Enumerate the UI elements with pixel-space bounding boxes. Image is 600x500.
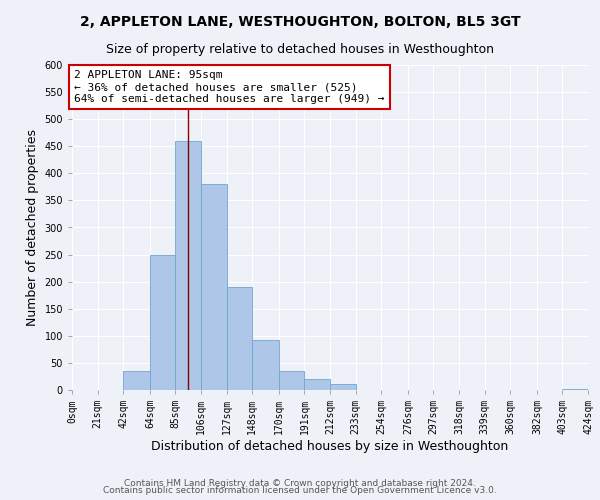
Text: Size of property relative to detached houses in Westhoughton: Size of property relative to detached ho… bbox=[106, 42, 494, 56]
Bar bbox=[330, 384, 356, 390]
Text: Contains HM Land Registry data © Crown copyright and database right 2024.: Contains HM Land Registry data © Crown c… bbox=[124, 478, 476, 488]
Bar bbox=[150, 254, 175, 390]
Bar bbox=[279, 371, 304, 390]
Bar bbox=[175, 141, 201, 390]
Bar bbox=[201, 184, 227, 390]
Bar bbox=[252, 340, 279, 390]
X-axis label: Distribution of detached houses by size in Westhoughton: Distribution of detached houses by size … bbox=[151, 440, 509, 453]
Y-axis label: Number of detached properties: Number of detached properties bbox=[26, 129, 39, 326]
Text: 2 APPLETON LANE: 95sqm
← 36% of detached houses are smaller (525)
64% of semi-de: 2 APPLETON LANE: 95sqm ← 36% of detached… bbox=[74, 70, 385, 104]
Text: Contains public sector information licensed under the Open Government Licence v3: Contains public sector information licen… bbox=[103, 486, 497, 495]
Text: 2, APPLETON LANE, WESTHOUGHTON, BOLTON, BL5 3GT: 2, APPLETON LANE, WESTHOUGHTON, BOLTON, … bbox=[80, 15, 520, 29]
Bar bbox=[562, 389, 588, 390]
Bar bbox=[123, 371, 150, 390]
Bar bbox=[304, 379, 330, 390]
Bar bbox=[227, 287, 252, 390]
